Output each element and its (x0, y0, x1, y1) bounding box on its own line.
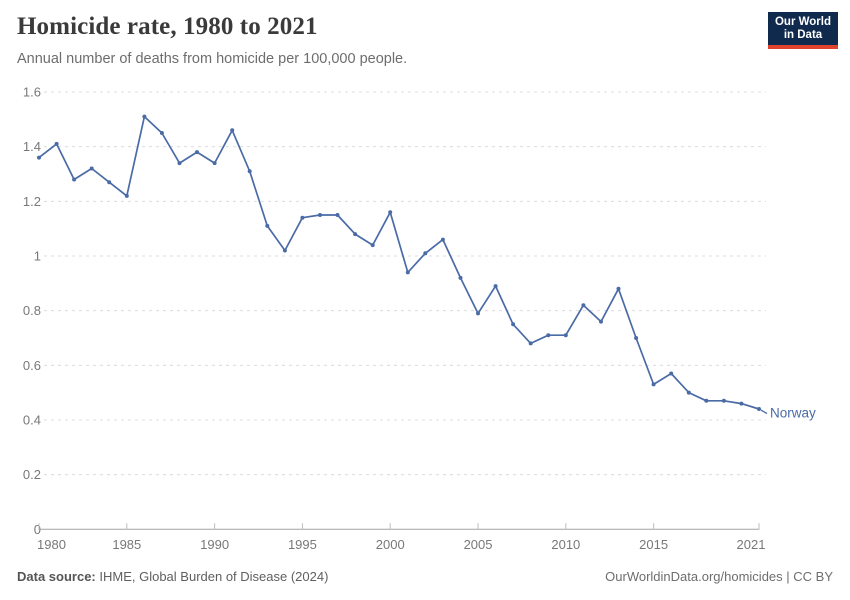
svg-text:1985: 1985 (112, 537, 141, 552)
owid-logo-line2: in Data (783, 28, 823, 41)
data-points[interactable] (37, 114, 761, 411)
owid-logo-line1: Our World (774, 15, 831, 28)
svg-text:0.2: 0.2 (23, 467, 41, 482)
x-axis (38, 523, 760, 530)
svg-text:1995: 1995 (288, 537, 317, 552)
svg-text:1980: 1980 (37, 537, 66, 552)
svg-text:1: 1 (34, 248, 41, 263)
svg-text:2000: 2000 (376, 537, 405, 552)
svg-text:0.8: 0.8 (23, 303, 41, 318)
svg-text:2015: 2015 (639, 537, 668, 552)
series-line[interactable] (38, 115, 760, 410)
svg-text:2021: 2021 (737, 537, 766, 552)
footer-data-source: Data source: IHME, Global Burden of Dise… (17, 569, 328, 584)
series-end-label[interactable]: Norway (760, 406, 816, 421)
svg-text:2010: 2010 (551, 537, 580, 552)
x-axis-labels: 1980 1985 1990 1995 2000 2005 2010 2015 2021 (37, 537, 765, 552)
chart-subtitle: Annual number of deaths from homicide pe… (17, 51, 408, 67)
svg-text:1.4: 1.4 (23, 139, 41, 154)
svg-text:0: 0 (34, 522, 41, 537)
chart-title: Homicide rate, 1980 to 2021 (17, 13, 318, 40)
y-gridlines (44, 91, 766, 476)
svg-text:2005: 2005 (464, 537, 493, 552)
svg-text:1.2: 1.2 (23, 194, 41, 209)
svg-text:0.6: 0.6 (23, 358, 41, 373)
footer-attribution-link[interactable]: OurWorldinData.org/homicides | CC BY (605, 569, 833, 584)
svg-text:1990: 1990 (200, 537, 229, 552)
svg-text:0.4: 0.4 (23, 412, 41, 427)
y-axis-labels: 0 0.2 0.4 0.6 0.8 1 1.2 1.4 1.6 (23, 85, 41, 537)
data-source-value: IHME, Global Burden of Disease (2024) (99, 569, 329, 584)
svg-text:1.6: 1.6 (23, 85, 41, 100)
data-source-label: Data source: (17, 569, 96, 584)
svg-text:Norway: Norway (770, 406, 816, 421)
owid-logo[interactable]: Our World in Data (768, 12, 838, 49)
